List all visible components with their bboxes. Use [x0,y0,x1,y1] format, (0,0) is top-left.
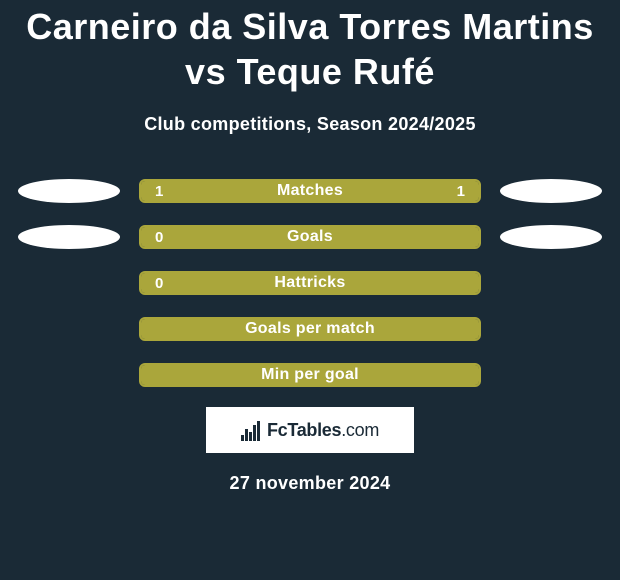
stat-bar: 1Matches1 [139,179,481,203]
stat-value-right: 1 [457,183,465,200]
date-label: 27 november 2024 [230,473,391,494]
page-title: Carneiro da Silva Torres Martins vs Tequ… [10,4,610,94]
player-right-oval [500,225,602,249]
stat-label: Matches [141,182,479,200]
logo-text-light: .com [341,420,379,440]
stat-label: Hattricks [141,274,479,292]
stat-bar: Goals per match [139,317,481,341]
stat-row: 1Matches1 [10,179,610,203]
logo-text-bold: FcTables [267,420,341,440]
subtitle: Club competitions, Season 2024/2025 [144,114,476,135]
bar-chart-icon [241,419,263,441]
player-left-oval [18,179,120,203]
stat-label: Goals [141,228,479,246]
stat-bar: Min per goal [139,363,481,387]
stat-row: Goals per match [10,317,610,341]
stat-bar: 0Hattricks [139,271,481,295]
stat-row: 0Hattricks [10,271,610,295]
fctables-logo: FcTables.com [206,407,414,453]
stat-bar: 0Goals [139,225,481,249]
stat-row: Min per goal [10,363,610,387]
player-left-oval [18,225,120,249]
stat-label: Min per goal [141,366,479,384]
stats-panel: 1Matches1 0Goals 0Hattricks Goals per match… [10,179,610,387]
stat-label: Goals per match [141,320,479,338]
stat-row: 0Goals [10,225,610,249]
player-right-oval [500,179,602,203]
logo-text: FcTables.com [267,420,379,441]
